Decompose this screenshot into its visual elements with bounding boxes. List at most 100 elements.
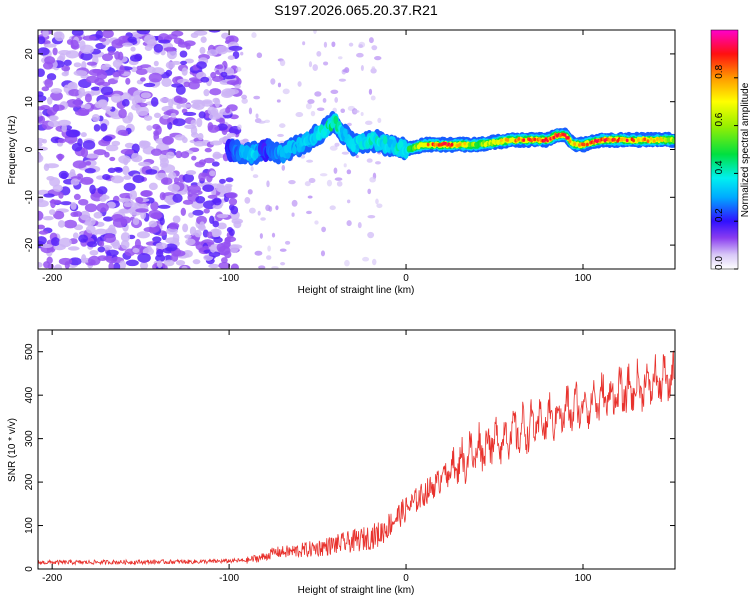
noise-blob [129, 54, 142, 62]
ridge-cell [426, 142, 430, 147]
noise-blob [141, 140, 151, 148]
ridge-cell [463, 141, 467, 146]
noise-blob [125, 259, 139, 267]
noise-blob [108, 224, 116, 235]
noise-blob [213, 237, 223, 244]
noise-blob [52, 47, 58, 56]
ridge-cell [450, 142, 454, 147]
noise-blob [63, 84, 71, 94]
noise-speck [237, 124, 242, 130]
noise-blob [190, 119, 197, 127]
noise-blob [72, 232, 79, 239]
ridge-cell [582, 142, 586, 147]
noise-blob [162, 114, 170, 120]
noise-speck [340, 108, 346, 114]
noise-blob [43, 261, 51, 269]
noise-speck [279, 59, 286, 67]
ridge-cell [568, 139, 572, 144]
noise-blob [136, 30, 151, 35]
noise-blob [198, 111, 206, 119]
ridge-cell [292, 145, 297, 155]
noise-blob [94, 228, 108, 235]
noise-blob [212, 204, 223, 210]
noise-blob [47, 120, 60, 128]
noise-speck [375, 198, 379, 205]
noise-blob [162, 135, 174, 145]
noise-blob [70, 202, 77, 210]
snr-x-tick-label: 100 [575, 573, 592, 584]
noise-blob [170, 112, 177, 119]
noise-blob [225, 192, 238, 199]
noise-blob [156, 260, 163, 268]
noise-blob [206, 231, 213, 239]
noise-blob [172, 215, 181, 224]
noise-blob [60, 201, 72, 206]
noise-speck [310, 110, 316, 117]
noise-blob [175, 260, 186, 266]
noise-blob [155, 242, 168, 250]
snr-x-label: Height of straight line (km) [298, 585, 415, 596]
spectrogram-x-ticks: -200 -100 0 100 [42, 30, 592, 284]
noise-blob [80, 147, 89, 158]
noise-blob [172, 250, 186, 257]
noise-blob [86, 241, 98, 248]
noise-blob [216, 123, 228, 131]
noise-blob [84, 203, 98, 213]
noise-blob [101, 53, 114, 62]
ridge-cell [566, 135, 570, 140]
noise-blob [173, 177, 180, 185]
noise-speck [254, 250, 263, 256]
noise-blob [78, 198, 89, 206]
noise-blob [172, 193, 183, 203]
noise-blob [111, 140, 121, 147]
noise-speck [282, 88, 290, 95]
ridge-cell [646, 139, 650, 143]
noise-speck [367, 214, 376, 219]
noise-blob [89, 249, 99, 256]
noise-blob [112, 241, 121, 250]
colorbar-gradient [710, 29, 739, 270]
noise-speck [271, 266, 279, 269]
noise-blob [208, 263, 220, 269]
noise-blob [113, 262, 121, 269]
noise-speck [356, 52, 364, 58]
noise-blob [225, 88, 239, 95]
noise-speck [257, 120, 266, 124]
noise-speck [265, 204, 271, 212]
noise-blob [100, 86, 114, 96]
noise-blob [203, 157, 215, 164]
noise-blob [107, 167, 116, 174]
noise-speck [346, 122, 352, 127]
noise-blob [57, 220, 66, 228]
noise-blob [152, 236, 162, 243]
noise-speck [367, 188, 372, 195]
noise-speck [276, 99, 281, 103]
noise-speck [251, 32, 257, 39]
noise-blob [218, 261, 231, 269]
noise-blob [121, 98, 130, 107]
noise-blob [139, 261, 149, 269]
noise-blob [44, 56, 56, 65]
noise-speck [241, 94, 248, 100]
noise-blob [191, 155, 197, 161]
noise-blob [97, 186, 108, 195]
noise-blob [219, 118, 225, 126]
noise-blob [143, 82, 156, 88]
noise-speck [241, 98, 248, 104]
noise-blob [181, 67, 188, 76]
noise-blob [184, 124, 197, 129]
noise-blob [73, 62, 82, 68]
noise-speck [249, 207, 256, 214]
noise-blob [198, 159, 207, 165]
noise-blob [38, 142, 43, 147]
noise-speck [322, 98, 327, 103]
noise-blob [57, 119, 72, 127]
noise-blob [159, 97, 170, 103]
noise-speck [330, 89, 339, 94]
ridge-cell [284, 144, 289, 154]
noise-blob [176, 97, 188, 104]
noise-speck [277, 82, 282, 88]
snr-frame [37, 329, 676, 570]
noise-blob [167, 200, 175, 206]
